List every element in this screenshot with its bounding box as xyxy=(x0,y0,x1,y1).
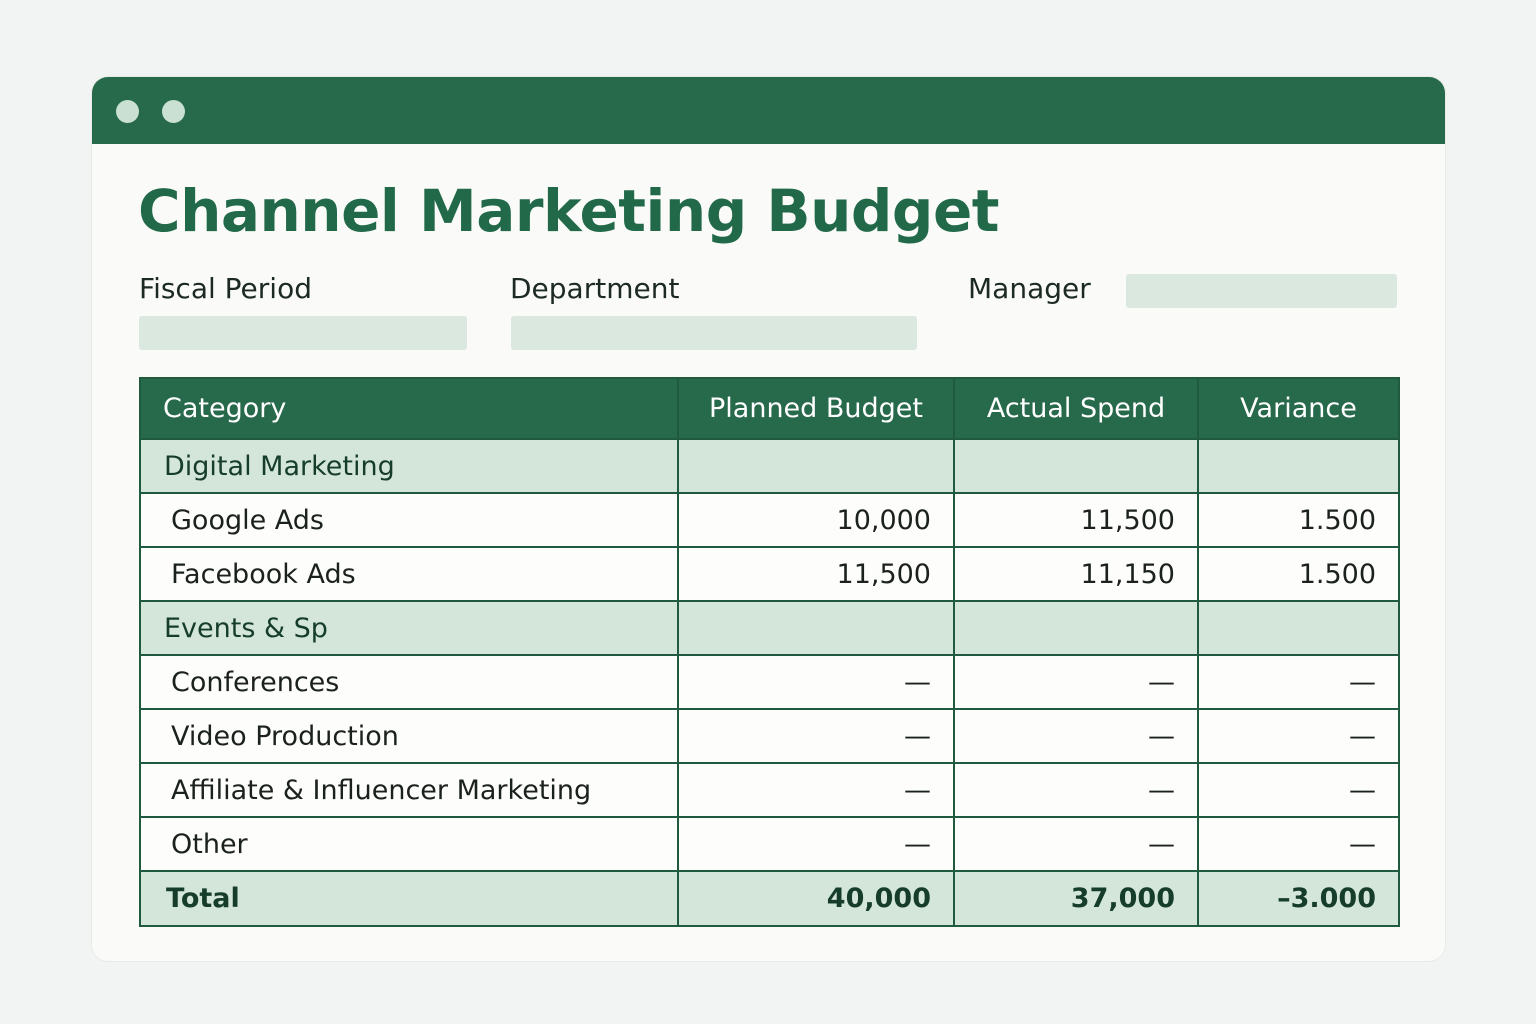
total-row: Total 40,000 37,000 –3.000 xyxy=(139,870,1400,927)
department-input[interactable] xyxy=(511,316,917,350)
section-row-events: Events & Sp xyxy=(139,600,1400,656)
variance-cell[interactable]: 1.500 xyxy=(1197,546,1400,602)
table-row: Conferences — — — xyxy=(139,654,1400,710)
total-label: Total xyxy=(139,870,679,927)
planned-cell[interactable]: 11,500 xyxy=(677,546,955,602)
variance-cell[interactable]: — xyxy=(1197,708,1400,764)
planned-cell[interactable] xyxy=(677,438,955,494)
actual-cell[interactable] xyxy=(953,438,1199,494)
variance-cell[interactable]: 1.500 xyxy=(1197,492,1400,548)
app-window: Channel Marketing Budget Fiscal Period D… xyxy=(92,77,1445,961)
planned-cell[interactable]: — xyxy=(677,654,955,710)
budget-table: Category Planned Budget Actual Spend Var… xyxy=(139,377,1400,927)
table-header-row: Category Planned Budget Actual Spend Var… xyxy=(139,377,1400,440)
planned-cell[interactable]: 10,000 xyxy=(677,492,955,548)
planned-cell[interactable]: — xyxy=(677,762,955,818)
planned-cell[interactable]: — xyxy=(677,816,955,872)
planned-cell[interactable] xyxy=(677,600,955,656)
actual-cell[interactable]: — xyxy=(953,708,1199,764)
variance-cell[interactable]: — xyxy=(1197,762,1400,818)
actual-cell[interactable]: — xyxy=(953,816,1199,872)
header-actual-spend: Actual Spend xyxy=(953,377,1199,440)
category-cell[interactable]: Video Production xyxy=(139,708,679,764)
variance-cell[interactable]: — xyxy=(1197,654,1400,710)
actual-cell[interactable]: 11,150 xyxy=(953,546,1199,602)
title-bar xyxy=(92,77,1445,144)
header-planned-budget: Planned Budget xyxy=(677,377,955,440)
section-row-digital-marketing: Digital Marketing xyxy=(139,438,1400,494)
variance-cell[interactable] xyxy=(1197,600,1400,656)
window-dot[interactable] xyxy=(116,100,139,123)
actual-cell[interactable] xyxy=(953,600,1199,656)
header-variance: Variance xyxy=(1197,377,1400,440)
table-row: Affiliate & Influencer Marketing — — — xyxy=(139,762,1400,818)
actual-cell[interactable]: — xyxy=(953,654,1199,710)
category-cell[interactable]: Google Ads xyxy=(139,492,679,548)
table-row: Other — — — xyxy=(139,816,1400,872)
section-label: Digital Marketing xyxy=(139,438,679,494)
category-cell[interactable]: Other xyxy=(139,816,679,872)
fiscal-period-input[interactable] xyxy=(139,316,467,350)
total-variance: –3.000 xyxy=(1197,870,1400,927)
table-row: Video Production — — — xyxy=(139,708,1400,764)
table-row: Google Ads 10,000 11,500 1.500 xyxy=(139,492,1400,548)
planned-cell[interactable]: — xyxy=(677,708,955,764)
table-row: Facebook Ads 11,500 11,150 1.500 xyxy=(139,546,1400,602)
fiscal-period-label: Fiscal Period xyxy=(139,272,312,305)
section-label: Events & Sp xyxy=(139,600,679,656)
department-label: Department xyxy=(510,272,680,305)
category-cell[interactable]: Affiliate & Influencer Marketing xyxy=(139,762,679,818)
actual-cell[interactable]: — xyxy=(953,762,1199,818)
category-cell[interactable]: Facebook Ads xyxy=(139,546,679,602)
variance-cell[interactable]: — xyxy=(1197,816,1400,872)
page-title: Channel Marketing Budget xyxy=(138,177,1000,245)
total-actual: 37,000 xyxy=(953,870,1199,927)
total-planned: 40,000 xyxy=(677,870,955,927)
actual-cell[interactable]: 11,500 xyxy=(953,492,1199,548)
header-category: Category xyxy=(139,377,679,440)
variance-cell[interactable] xyxy=(1197,438,1400,494)
manager-input[interactable] xyxy=(1126,274,1397,308)
window-dot[interactable] xyxy=(162,100,185,123)
category-cell[interactable]: Conferences xyxy=(139,654,679,710)
manager-label: Manager xyxy=(968,272,1091,305)
